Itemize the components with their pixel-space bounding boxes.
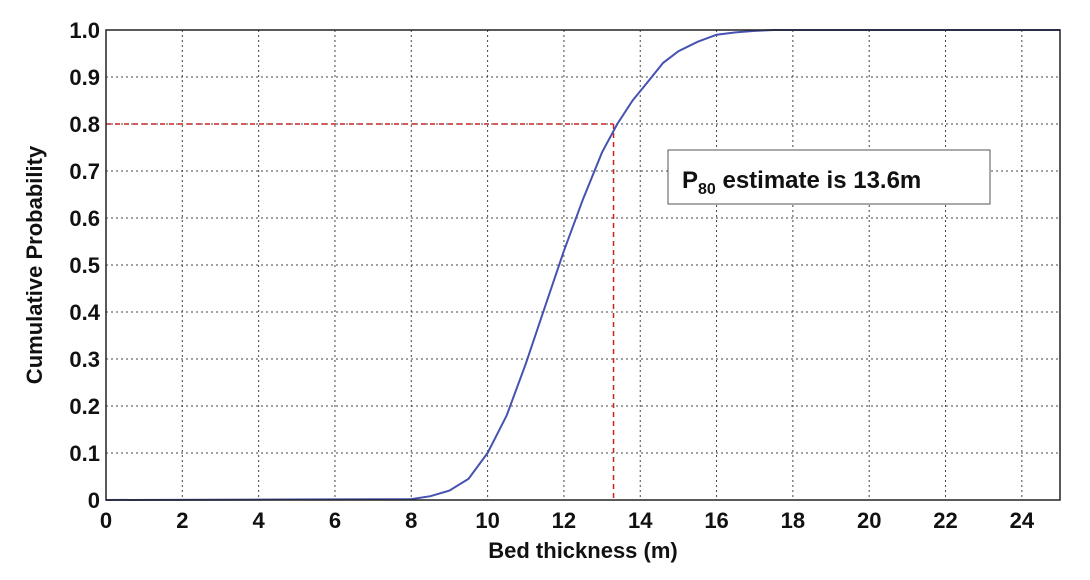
y-tick-label: 0.3 [69, 347, 100, 372]
y-tick-label: 0.8 [69, 112, 100, 137]
annotation-subscript: 80 [698, 181, 716, 198]
annotation-suffix: estimate is 13.6m [716, 167, 921, 194]
x-tick-label: 2 [176, 508, 188, 533]
x-tick-label: 24 [1010, 508, 1035, 533]
x-tick-label: 20 [857, 508, 881, 533]
x-tick-label: 6 [329, 508, 341, 533]
y-tick-labels: 0 0.1 0.2 0.3 0.4 0.5 0.6 0.7 0.8 0.9 1.0 [69, 18, 100, 513]
y-tick-label: 0.6 [69, 206, 100, 231]
plot-frame [105, 29, 1061, 501]
x-tick-label: 0 [100, 508, 112, 533]
annotation-box: P80 estimate is 13.6m [667, 149, 991, 205]
x-tick-label: 18 [781, 508, 805, 533]
y-axis-label: Cumulative Probability [22, 145, 47, 384]
x-tick-label: 16 [704, 508, 728, 533]
x-tick-label: 4 [253, 508, 266, 533]
x-tick-label: 12 [552, 508, 576, 533]
x-tick-label: 14 [628, 508, 653, 533]
x-tick-label: 10 [475, 508, 499, 533]
y-tick-label: 0.1 [69, 441, 100, 466]
svg-text:P80 estimate is 13.6m: P80 estimate is 13.6m [682, 167, 921, 198]
y-tick-label: 0.5 [69, 253, 100, 278]
y-tick-label: 0.4 [69, 300, 100, 325]
series-line [105, 29, 1060, 501]
y-tick-label: 0 [88, 488, 100, 513]
y-tick-label: 0.2 [69, 394, 100, 419]
y-tick-label: 1.0 [69, 18, 100, 43]
x-tick-labels: 0 2 4 6 8 10 12 14 16 18 20 22 24 [100, 508, 1035, 533]
x-tick-label: 8 [405, 508, 417, 533]
x-tick-label: 22 [933, 508, 957, 533]
annotation-prefix: P [682, 167, 698, 194]
x-axis-label: Bed thickness (m) [488, 538, 678, 563]
reference-lines [106, 123, 615, 500]
y-tick-label: 0.7 [69, 159, 100, 184]
grid [106, 30, 1060, 500]
y-tick-label: 0.9 [69, 65, 100, 90]
